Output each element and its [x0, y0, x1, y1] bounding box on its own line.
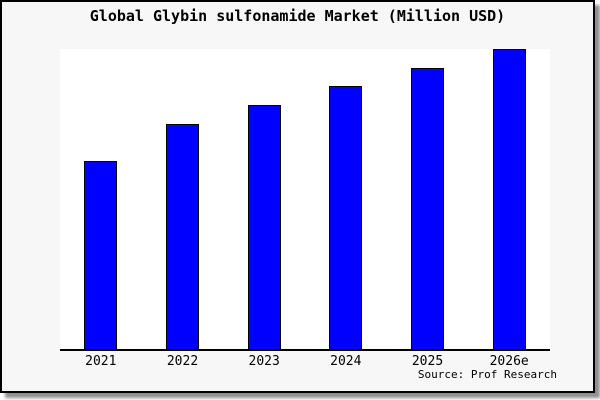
x-tick-label-2023: 2023 — [248, 354, 280, 369]
x-tick-label-2025: 2025 — [411, 354, 444, 369]
bar-2024 — [329, 85, 363, 349]
bar-2022 — [166, 124, 199, 349]
plot-area — [60, 49, 550, 351]
x-tick-label-2022: 2022 — [166, 354, 199, 369]
bar-2026e — [492, 49, 526, 349]
chart-title: Global Glybin sulfonamide Market (Millio… — [89, 7, 506, 25]
x-tick-label-2024: 2024 — [330, 354, 362, 369]
x-tick-label-2026e: 2026e — [489, 354, 529, 369]
bar-2025 — [411, 67, 444, 349]
chart-frame: Global Glybin sulfonamide Market (Millio… — [0, 0, 595, 393]
bar-2023 — [247, 105, 281, 349]
bar-2021 — [84, 160, 118, 349]
x-tick-label-2021: 2021 — [85, 354, 117, 369]
source-note: Source: Prof Research — [417, 368, 557, 381]
